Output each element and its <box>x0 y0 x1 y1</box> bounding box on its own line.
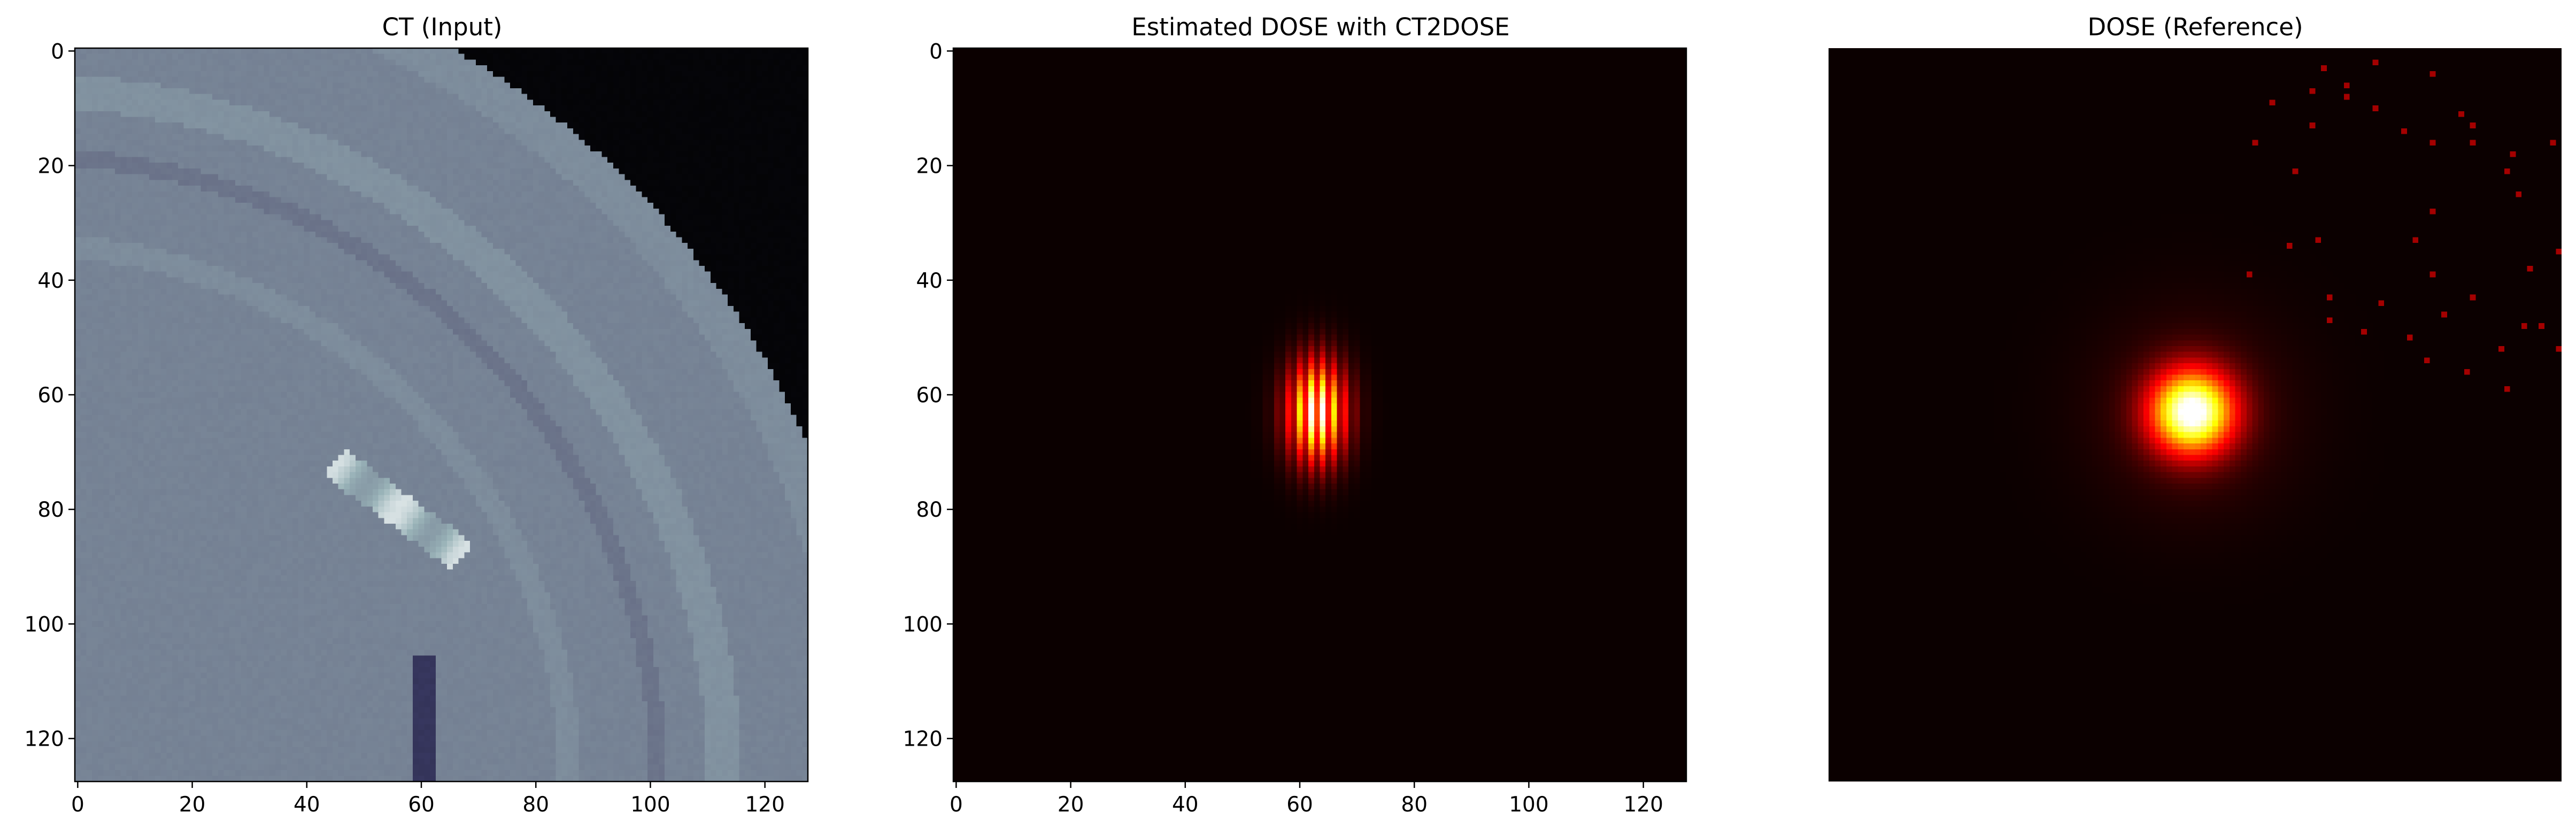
panel-title-reference-dose: DOSE (Reference) <box>2087 13 2303 41</box>
ct-ytick-label: 120 <box>25 727 64 752</box>
axes-frame-ct <box>74 47 809 783</box>
panel-title-ct: CT (Input) <box>382 13 503 41</box>
ct-xtick-label: 80 <box>522 793 549 817</box>
estimated-xtick-label: 80 <box>1401 793 1428 817</box>
estimated-ytick-label: 120 <box>903 727 943 752</box>
x-axis-estimated: 0 20 40 60 80 100 120 <box>950 782 1663 817</box>
estimated-ytick-label: 40 <box>916 269 943 293</box>
estimated-xtick-label: 60 <box>1286 793 1313 817</box>
estimated-xtick-label: 40 <box>1172 793 1199 817</box>
estimated-xtick-label: 100 <box>1509 793 1548 817</box>
heatmap-reference-dose <box>1829 48 2562 782</box>
panel-title-estimated-dose: Estimated DOSE with CT2DOSE <box>1131 13 1509 41</box>
ct-xtick-label: 60 <box>408 793 435 817</box>
estimated-xtick-label: 20 <box>1058 793 1084 817</box>
axes-frame-estimated <box>952 47 1687 783</box>
heatmap-estimated-container <box>953 48 1686 782</box>
y-axis-ct: 0 20 40 60 80 100 120 <box>25 40 75 752</box>
ct-ytick-label: 100 <box>25 612 64 637</box>
ct-ytick-label: 40 <box>37 269 64 293</box>
ct-ytick-label: 20 <box>37 155 64 179</box>
estimated-ytick-label: 60 <box>916 384 943 408</box>
ct-ytick-label: 0 <box>51 40 64 64</box>
heatmap-ct-container <box>75 48 808 782</box>
ct-ytick-label: 60 <box>37 384 64 408</box>
x-axis-ct: 0 20 40 60 80 100 120 <box>71 782 785 817</box>
ct-xtick-label: 100 <box>630 793 670 817</box>
estimated-ytick-label: 20 <box>916 155 943 179</box>
y-axis-estimated: 0 20 40 60 80 100 120 <box>903 40 953 752</box>
estimated-ytick-label: 80 <box>916 498 943 522</box>
panel-estimated-dose: Estimated DOSE with CT2DOSE 0 20 40 60 80 100… <box>903 13 1687 817</box>
panel-reference-dose: DOSE (Reference) <box>1829 13 2562 782</box>
estimated-xtick-label: 120 <box>1623 793 1663 817</box>
panel-ct: CT (Input) 0 20 40 60 80 100 120 0 20 40 60 80 100 1… <box>25 13 809 817</box>
ct-xtick-label: 40 <box>294 793 320 817</box>
estimated-ytick-label: 0 <box>929 40 943 64</box>
heatmap-ct <box>75 48 808 782</box>
ct-xtick-label: 0 <box>71 793 84 817</box>
ct-ytick-label: 80 <box>37 498 64 522</box>
ct-xtick-label: 120 <box>745 793 784 817</box>
ct-xtick-label: 20 <box>179 793 206 817</box>
estimated-ytick-label: 100 <box>903 612 943 637</box>
estimated-xtick-label: 0 <box>950 793 963 817</box>
heatmap-reference-container <box>1829 48 2562 782</box>
heatmap-estimated-dose <box>953 48 1686 782</box>
